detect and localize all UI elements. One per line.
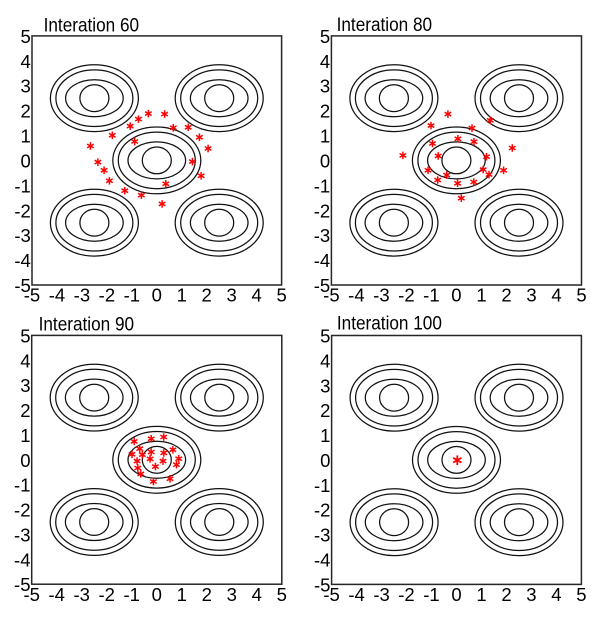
svg-text:-3: -3 [74,285,90,306]
svg-text:2: 2 [320,101,330,122]
svg-text:-4: -4 [314,550,330,571]
svg-text:-3: -3 [14,524,30,545]
svg-text:0: 0 [451,584,461,605]
svg-text:3: 3 [227,584,237,605]
svg-text:Interation 80: Interation 80 [337,15,433,36]
svg-text:3: 3 [526,285,536,306]
svg-text:1: 1 [21,126,31,147]
svg-text:1: 1 [476,584,486,605]
svg-text:2: 2 [202,584,212,605]
svg-text:-2: -2 [314,200,330,221]
svg-text:-2: -2 [98,584,114,605]
svg-text:-1: -1 [14,475,30,496]
svg-text:-3: -3 [373,584,389,605]
svg-text:0: 0 [152,584,162,605]
svg-text:-2: -2 [14,200,30,221]
svg-text:-5: -5 [14,275,30,296]
svg-text:-5: -5 [323,584,339,605]
svg-text:-2: -2 [398,285,414,306]
svg-text:4: 4 [320,51,330,72]
svg-text:-5: -5 [14,574,30,595]
svg-text:-4: -4 [49,285,65,306]
svg-text:-4: -4 [14,250,30,271]
svg-text:3: 3 [320,76,330,97]
svg-text:-5: -5 [323,285,339,306]
svg-text:-1: -1 [314,175,330,196]
svg-text:3: 3 [320,375,330,396]
svg-text:2: 2 [202,285,212,306]
svg-text:3: 3 [20,375,30,396]
svg-text:1: 1 [320,425,330,446]
svg-text:4: 4 [551,285,561,306]
svg-text:1: 1 [20,425,30,446]
svg-text:3: 3 [227,285,237,306]
svg-text:-4: -4 [14,549,30,570]
svg-text:-5: -5 [314,574,330,595]
svg-text:2: 2 [320,400,330,421]
svg-text:2: 2 [21,101,31,122]
svg-text:1: 1 [177,285,187,306]
svg-text:-3: -3 [373,285,389,306]
svg-text:-4: -4 [48,584,64,605]
svg-text:0: 0 [451,285,461,306]
svg-text:2: 2 [501,285,511,306]
svg-text:0: 0 [320,450,330,471]
svg-text:0: 0 [20,450,30,471]
svg-text:-1: -1 [124,285,140,306]
svg-text:0: 0 [320,150,330,171]
svg-text:-5: -5 [314,275,330,296]
svg-text:5: 5 [20,325,30,346]
svg-text:5: 5 [576,285,586,306]
svg-text:4: 4 [20,350,30,371]
svg-text:4: 4 [21,51,31,72]
svg-text:-3: -3 [73,584,89,605]
svg-text:1: 1 [177,584,187,605]
svg-text:Interation 90: Interation 90 [39,314,135,335]
svg-text:-5: -5 [23,584,39,605]
svg-text:-2: -2 [314,500,330,521]
svg-text:2: 2 [20,400,30,421]
svg-text:5: 5 [576,584,586,605]
svg-text:-2: -2 [14,500,30,521]
svg-text:Interation 100: Interation 100 [337,314,442,335]
svg-text:-3: -3 [314,225,330,246]
svg-text:1: 1 [476,285,486,306]
svg-text:3: 3 [526,584,536,605]
svg-text:4: 4 [252,584,262,605]
svg-text:5: 5 [21,26,31,47]
svg-text:5: 5 [320,26,330,47]
svg-text:-1: -1 [423,285,439,306]
svg-text:-5: -5 [24,285,40,306]
svg-text:5: 5 [320,326,330,347]
svg-text:-4: -4 [348,285,364,306]
svg-text:-1: -1 [14,175,30,196]
svg-text:-2: -2 [99,285,115,306]
svg-text:-2: -2 [398,584,414,605]
svg-text:3: 3 [21,76,31,97]
svg-text:0: 0 [21,150,31,171]
svg-text:-1: -1 [314,475,330,496]
svg-text:0: 0 [152,285,162,306]
svg-text:5: 5 [276,285,286,306]
svg-text:2: 2 [501,584,511,605]
svg-text:4: 4 [320,350,330,371]
svg-text:4: 4 [251,285,261,306]
svg-text:4: 4 [551,584,561,605]
svg-text:Interation 60: Interation 60 [44,16,140,37]
svg-text:-3: -3 [14,225,30,246]
svg-text:1: 1 [320,126,330,147]
svg-text:-4: -4 [314,250,330,271]
svg-text:-4: -4 [348,584,364,605]
svg-text:-1: -1 [123,584,139,605]
svg-text:5: 5 [277,584,287,605]
svg-text:-1: -1 [423,584,439,605]
svg-text:-3: -3 [314,525,330,546]
